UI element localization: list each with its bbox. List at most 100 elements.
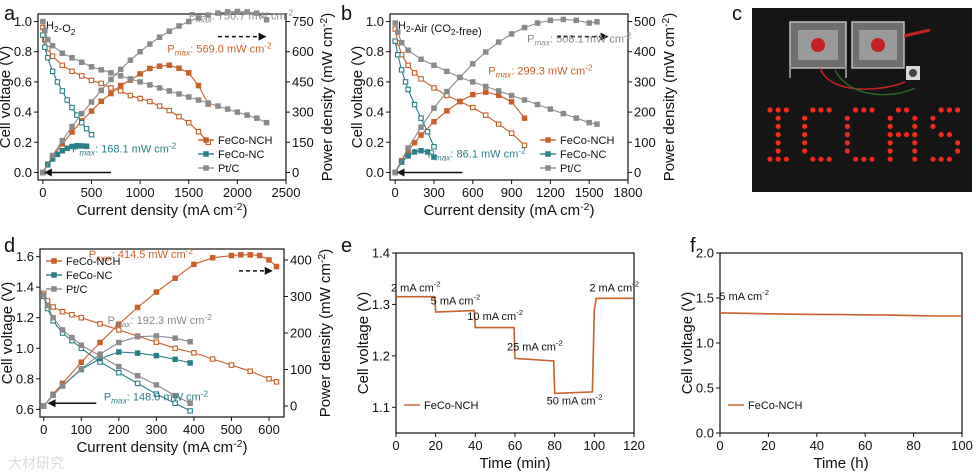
x-tick-label: 400	[183, 422, 205, 437]
y2-axis-label: Power density (mW cm-2)	[316, 249, 334, 418]
x-tick-label: 900	[501, 185, 523, 200]
x-tick-label: 1800	[614, 185, 643, 200]
data-point-FeCo-NC	[418, 115, 424, 121]
data-point-Pt/C	[547, 17, 554, 24]
x-tick-label: 600	[462, 185, 484, 200]
text-part: P	[428, 148, 435, 160]
text-part: Power density (mW cm	[661, 27, 678, 181]
y-tick-label: 1.0	[16, 341, 34, 356]
data-point-Pt/C	[482, 49, 489, 55]
legend-marker	[51, 272, 57, 278]
data-point-FeCo-NCH	[166, 107, 173, 114]
data-point-FeCo-NCH	[49, 53, 56, 60]
data-point-Pt/C	[457, 74, 463, 81]
text-part: P	[89, 249, 96, 261]
data-point-Pt/C	[586, 20, 592, 26]
data-point-FeCo-NCH	[88, 77, 95, 84]
data-point-Pt/C	[444, 88, 450, 95]
chart-d: 0 100 200 300 400 500 600 0.6 0.8 1.0 1.2 1.4 1.6 0 10…	[0, 247, 334, 456]
data-point-FeCo-NCH	[127, 92, 134, 99]
data-point-Pt/C	[98, 67, 104, 73]
data-point-FeCo-NCH	[209, 356, 216, 362]
data-point-FeCo-NC	[153, 391, 160, 397]
x-tick-label: 20	[761, 438, 775, 453]
data-point-Pt/C	[153, 333, 160, 339]
data-point-Pt/C	[205, 12, 211, 18]
y-tick-label: 0.8	[14, 44, 32, 59]
text-part: P	[104, 392, 111, 404]
data-point-FeCo-NCH	[470, 104, 476, 111]
y-tick-label: 1.3	[372, 297, 390, 312]
data-point-Pt/C	[166, 88, 173, 94]
pmax-annotation: Pmax: 750.7 mW cm-2	[189, 9, 294, 25]
led-dot	[775, 148, 781, 154]
data-point-Pt/C	[482, 83, 489, 90]
led-dot	[895, 107, 902, 113]
data-point-Pt/C	[88, 99, 95, 105]
legend-marker	[545, 165, 551, 171]
data-point-FeCo-NCH	[69, 68, 75, 75]
data-point-FeCo-NCH	[156, 63, 163, 69]
data-point-Pt/C	[59, 137, 66, 144]
condition-annotation: 5 mA cm-2	[431, 292, 481, 307]
data-point-Pt/C	[508, 31, 515, 37]
data-point-Pt/C	[224, 106, 231, 112]
data-point-Pt/C	[254, 115, 260, 121]
y-tick-label: 0.6	[16, 402, 34, 417]
legend-marker	[203, 137, 209, 143]
superscript: -2	[316, 254, 328, 263]
condition-annotation: 5 mA cm-2	[719, 288, 769, 303]
data-point-FeCo-NC	[424, 149, 431, 155]
data-point-FeCo-NCH	[59, 308, 66, 315]
data-point-FeCo-NCH	[97, 339, 103, 346]
data-point-FeCo-NCH	[166, 62, 173, 68]
x-axis-label: Time (min)	[479, 455, 550, 472]
y-tick-label: 0.2	[14, 135, 32, 150]
x-tick-label: 0	[392, 185, 399, 200]
pmax-annotation: Pmax: 508.1 mW cm-2	[527, 32, 632, 48]
data-point-Pt/C	[97, 351, 103, 357]
superscript: -2	[233, 201, 242, 213]
data-point-Pt/C	[44, 36, 51, 43]
text-part: P	[189, 11, 196, 23]
data-point-FeCo-NCH	[116, 327, 122, 333]
text-part: -Air (CO	[411, 23, 452, 35]
data-point-Pt/C	[78, 366, 85, 372]
data-point-FeCo-NCH	[137, 95, 143, 102]
y-tick-label: 0.0	[366, 165, 384, 180]
data-point-Pt/C	[69, 55, 75, 61]
led-dot	[869, 107, 875, 113]
data-point-Pt/C	[127, 76, 134, 82]
data-point-Pt/C	[147, 82, 153, 88]
arrow-head	[258, 32, 267, 41]
data-point-FeCo-NCH	[508, 130, 515, 136]
led-dot	[938, 132, 944, 138]
data-point-FeCo-NCH	[176, 65, 182, 71]
text-part: H	[46, 20, 54, 32]
data-point-Pt/C	[116, 363, 122, 370]
led-dot	[912, 115, 918, 121]
data-point-Pt/C	[534, 20, 541, 26]
y-axis-label: Cell voltage (V)	[0, 46, 14, 149]
superscript: -2	[264, 42, 272, 51]
data-point-Pt/C	[244, 9, 250, 15]
text-part: 5 mA cm	[431, 295, 474, 307]
led-dot	[844, 123, 851, 129]
legend-marker	[203, 165, 209, 171]
x-tick-label: 100	[70, 422, 92, 437]
data-point-Pt/C	[418, 124, 424, 130]
data-point-FeCo-NC	[54, 79, 61, 85]
panel-label-f: f	[690, 235, 696, 257]
subscript: 2	[406, 25, 411, 34]
condition-annotation: 50 mA cm-2	[547, 393, 603, 408]
text-part: P	[488, 65, 495, 77]
data-point-FeCo-NCH	[172, 275, 178, 281]
data-point-Pt/C	[244, 112, 250, 118]
superscript: -2	[596, 393, 603, 402]
led-dot	[853, 107, 859, 113]
data-point-FeCo-NCH	[508, 99, 515, 105]
led-dot	[912, 156, 918, 162]
text-part: )	[317, 249, 334, 254]
data-point-FeCo-NCH	[153, 289, 160, 295]
y2-tick-label: 750	[292, 14, 314, 29]
